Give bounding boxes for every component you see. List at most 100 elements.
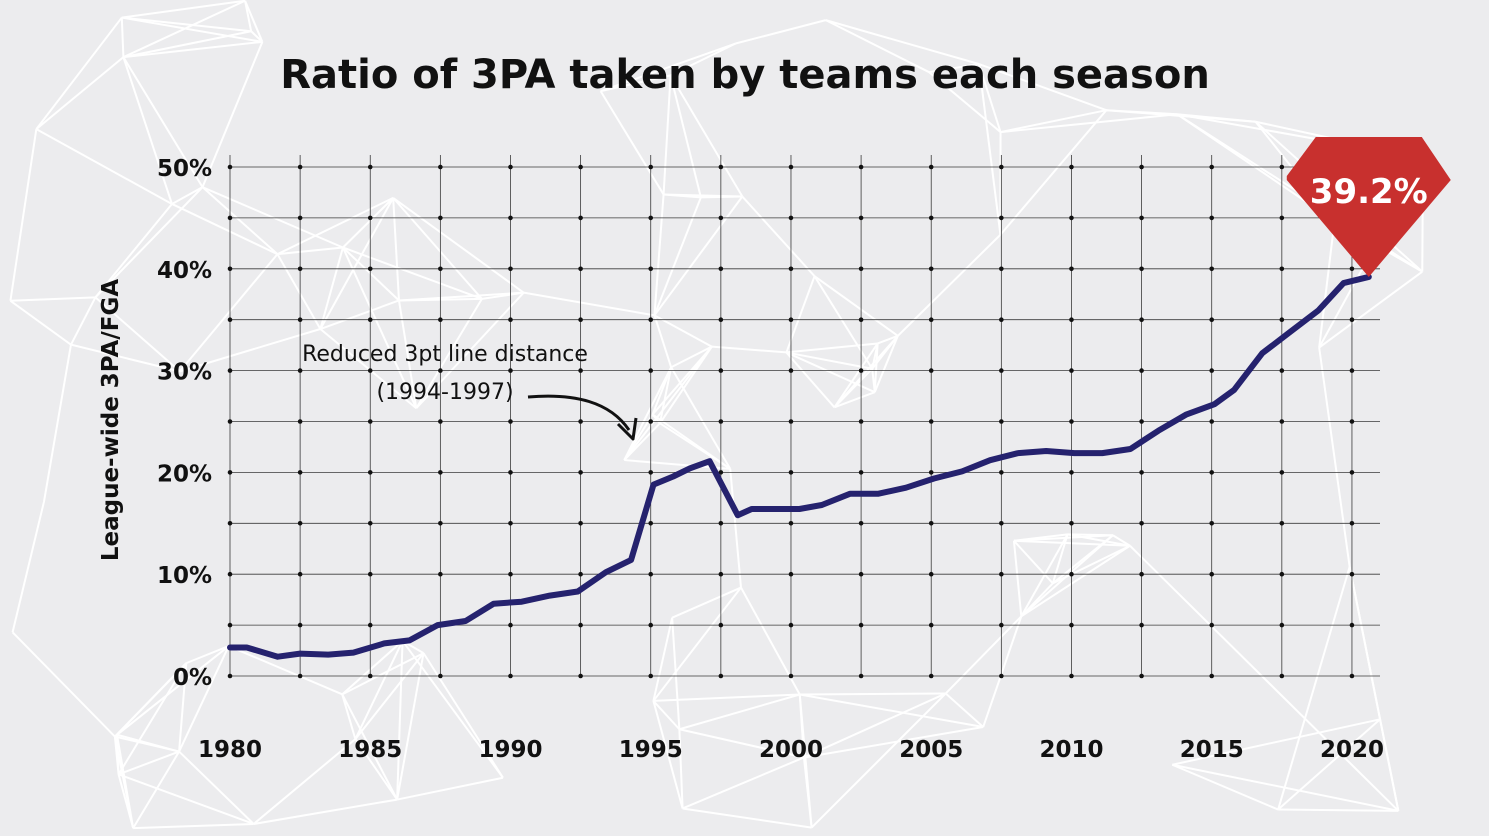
background-line xyxy=(652,700,684,809)
background-line xyxy=(670,345,713,369)
grid-node-dot xyxy=(1209,521,1215,526)
background-line xyxy=(877,334,899,345)
grid-node-dot xyxy=(1279,215,1285,221)
background-line xyxy=(651,366,673,415)
background-line xyxy=(201,41,264,188)
annotation-line-2: (1994-1997) xyxy=(376,380,513,405)
grid-node-dot xyxy=(1209,317,1215,323)
grid-node-dot xyxy=(928,266,934,272)
grid-node-dot xyxy=(999,622,1004,628)
background-line xyxy=(120,17,125,58)
background-line xyxy=(1318,270,1423,349)
grid-node-dot xyxy=(1349,470,1355,475)
background-line xyxy=(178,663,188,752)
background-line xyxy=(523,291,655,317)
background-line xyxy=(651,346,713,416)
grid-node-dot xyxy=(858,419,864,424)
background-line xyxy=(1020,544,1131,618)
chart-title: Ratio of 3PA taken by teams each season xyxy=(280,52,1210,98)
grid-node-dot xyxy=(928,622,934,628)
grid-node-dot xyxy=(648,419,654,424)
grid-node-dot xyxy=(578,521,583,526)
background-line xyxy=(600,42,736,93)
background-line xyxy=(392,197,525,294)
y-tick-label: 50% xyxy=(157,156,212,182)
background-line xyxy=(122,56,204,188)
grid-node-dot xyxy=(438,266,443,272)
background-line xyxy=(679,693,801,731)
background-line xyxy=(803,692,947,759)
grid-node-dot xyxy=(648,215,654,221)
x-axis-ticks: 1980 1985 1990 1995 2000 2005 2010 2015 2020 xyxy=(198,737,1384,763)
background-line xyxy=(1000,113,1178,134)
background-line xyxy=(1171,763,1279,811)
grid-node-dot xyxy=(1139,368,1144,373)
grid-node-dot xyxy=(858,521,864,526)
background-line xyxy=(825,19,930,74)
background-line xyxy=(682,807,812,829)
grid-node-dot xyxy=(648,164,654,170)
grid-node-dot xyxy=(718,317,724,323)
background-line xyxy=(178,645,230,752)
grid-node-dot xyxy=(367,673,373,679)
grid-node-dot xyxy=(227,470,233,475)
grid-node-dot xyxy=(788,266,794,272)
background-line xyxy=(244,0,264,43)
background-line xyxy=(1318,347,1351,567)
background-line xyxy=(599,90,665,195)
grid-node-dot xyxy=(1209,266,1215,272)
background-line xyxy=(978,63,1107,112)
background-line xyxy=(114,662,187,738)
annotation-arrow xyxy=(527,394,631,431)
background-line xyxy=(117,662,188,775)
grid-node-dot xyxy=(999,419,1004,424)
grid-node-dot xyxy=(1209,622,1215,628)
background-line xyxy=(1277,566,1351,810)
grid-node-dot xyxy=(508,521,513,526)
grid-node-dot xyxy=(788,368,794,373)
grid-node-dot xyxy=(1279,673,1285,679)
background-line xyxy=(682,756,805,810)
grid-node-dot xyxy=(1139,470,1144,475)
background-line xyxy=(11,501,45,633)
background-line xyxy=(392,197,400,301)
grid-node-dot xyxy=(1209,215,1215,221)
background-line xyxy=(653,194,665,316)
grid-node-dot xyxy=(788,521,794,526)
grid-node-dot xyxy=(648,622,654,628)
grid-node-dot xyxy=(227,673,233,679)
grid-node-dot xyxy=(648,521,654,526)
grid-node-dot xyxy=(788,470,794,475)
background-line xyxy=(422,652,504,779)
grid-node-dot xyxy=(999,215,1004,221)
background-line xyxy=(735,19,826,45)
grid-node-dot xyxy=(1139,419,1144,424)
background-line xyxy=(320,299,400,330)
background-line xyxy=(114,735,180,753)
grid-node-dot xyxy=(1069,368,1074,373)
grid-node-dot xyxy=(718,622,724,628)
background-line xyxy=(228,645,343,696)
background-line xyxy=(799,693,984,728)
grid-node-dot xyxy=(1279,164,1285,170)
grid-node-dot xyxy=(788,215,794,221)
grid-node-dot xyxy=(578,266,583,272)
background-line xyxy=(982,616,1023,728)
grid-node-dot xyxy=(1209,368,1215,373)
background-line xyxy=(928,71,1002,133)
grid-node-dot xyxy=(858,266,864,272)
grid-node-dot xyxy=(788,622,794,628)
background-line xyxy=(873,335,899,393)
background-line xyxy=(897,234,1002,337)
grid-node-dot xyxy=(1069,317,1074,323)
background-line xyxy=(653,314,713,348)
background-line xyxy=(94,296,181,373)
grid-node-dot xyxy=(928,470,934,475)
grid-node-dot xyxy=(1139,164,1144,170)
series xyxy=(227,273,1372,660)
grid-node-dot xyxy=(508,266,513,272)
background-line xyxy=(35,16,123,130)
background-line xyxy=(171,186,203,205)
grid-node-dot xyxy=(367,419,373,424)
grid-node-dot xyxy=(297,470,303,475)
